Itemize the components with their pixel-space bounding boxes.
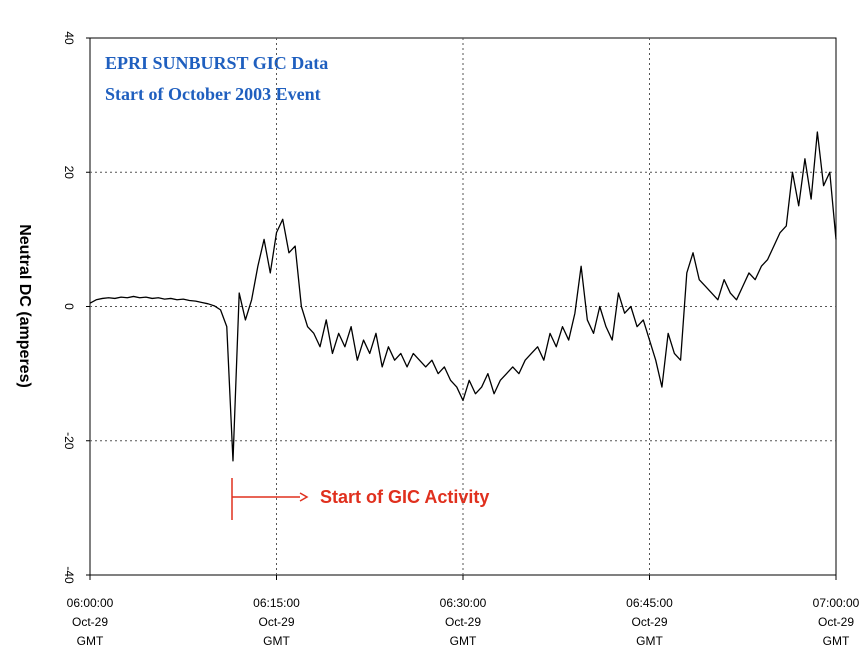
x-tick-label: Oct-29 [631,615,667,629]
annotation: Start of GIC Activity [320,487,489,507]
x-tick-label: Oct-29 [818,615,854,629]
chart-title: EPRI SUNBURST GIC Data [105,53,328,73]
x-tick-label: GMT [823,634,850,648]
x-tick-label: Oct-29 [72,615,108,629]
x-tick-label: 06:15:00 [253,596,300,610]
x-tick-label: GMT [77,634,104,648]
y-tick-label: 20 [62,166,76,180]
y-tick-label: -40 [62,566,76,584]
x-tick-label: 07:00:00 [813,596,859,610]
x-tick-label: 06:30:00 [440,596,487,610]
x-tick-label: 06:45:00 [626,596,673,610]
x-tick-label: GMT [450,634,477,648]
annotation-arrowhead [299,492,309,502]
x-tick-label: Oct-29 [258,615,294,629]
x-tick-label: GMT [636,634,663,648]
x-tick-label: 06:00:00 [67,596,114,610]
y-tick-label: 40 [62,31,76,45]
y-tick-label: 0 [62,303,76,310]
y-tick-label: -20 [62,432,76,450]
chart-subtitle: Start of October 2003 Event [105,84,321,104]
y-axis-label: Neutral DC (amperes) [16,224,33,388]
x-tick-label: Oct-29 [445,615,481,629]
x-tick-label: GMT [263,634,290,648]
data-line [89,131,837,462]
